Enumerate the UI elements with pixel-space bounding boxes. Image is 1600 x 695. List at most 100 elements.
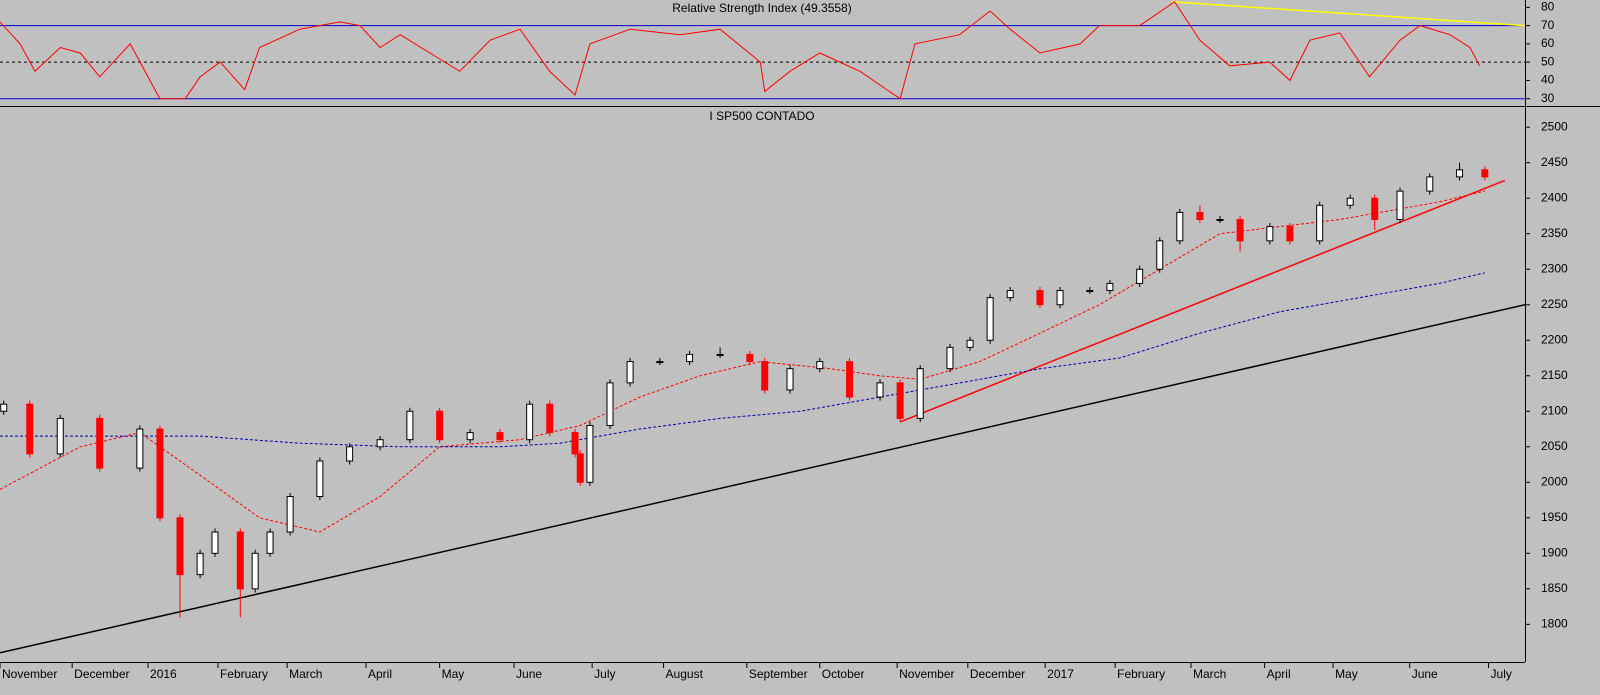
- candle-body: [346, 446, 354, 462]
- y-tick-label: 1800: [1541, 617, 1568, 631]
- y-tick-label: 2200: [1541, 332, 1568, 346]
- x-tick-label: October: [822, 667, 865, 681]
- candle-body: [466, 432, 474, 441]
- candle-body: [876, 382, 884, 398]
- y-tick-label: 2350: [1541, 226, 1568, 240]
- candle-body: [1006, 290, 1014, 299]
- x-tick-label: December: [74, 667, 129, 681]
- x-tick-label: September: [749, 667, 808, 681]
- y-tick-label: 2000: [1541, 474, 1568, 488]
- candle-body: [211, 531, 219, 554]
- candle-body: [1176, 211, 1184, 242]
- candle-body: [896, 382, 904, 419]
- candle-body: [496, 432, 504, 441]
- candle-body: [1106, 282, 1114, 292]
- candle-body: [816, 361, 824, 370]
- candle-body: [746, 353, 754, 363]
- candle-body: [1036, 290, 1044, 306]
- x-tick-label: April: [368, 667, 392, 681]
- candle-body: [1196, 211, 1204, 221]
- candle-body: [1316, 204, 1324, 242]
- x-tick-label: December: [970, 667, 1025, 681]
- x-tick-label: May: [442, 667, 465, 681]
- candle-body: [0, 403, 8, 412]
- candle-body: [1286, 226, 1294, 242]
- candle-body: [786, 368, 794, 391]
- candle-body: [1086, 290, 1094, 293]
- y-tick-label: 2100: [1541, 403, 1568, 417]
- candle-body: [196, 552, 204, 576]
- x-tick-label: July: [594, 667, 615, 681]
- candle-body: [1266, 226, 1274, 242]
- candle-body: [136, 428, 144, 469]
- y-tick-label: 2250: [1541, 297, 1568, 311]
- candle-body: [526, 403, 534, 441]
- candle-body: [236, 531, 244, 590]
- y-tick-label: 1850: [1541, 581, 1568, 595]
- y-tick-label: 2400: [1541, 190, 1568, 204]
- moving-average: [0, 272, 1485, 448]
- trend-line: [1171, 1, 1526, 27]
- candle-body: [576, 453, 584, 483]
- y-tick-label: 80: [1541, 0, 1555, 13]
- candle-body: [266, 531, 274, 554]
- x-tick-label: February: [220, 667, 268, 681]
- x-tick-label: June: [1412, 667, 1438, 681]
- x-tick-label: 2016: [150, 667, 177, 681]
- candle-body: [96, 417, 104, 469]
- candle-body: [1136, 268, 1144, 284]
- candle-body: [26, 403, 34, 455]
- candle-body: [571, 432, 579, 455]
- candle-body: [1371, 197, 1379, 221]
- y-tick-label: 70: [1541, 18, 1555, 32]
- candle-body: [316, 460, 324, 498]
- candle-body: [406, 410, 414, 441]
- y-tick-label: 1900: [1541, 546, 1568, 560]
- candle-body: [176, 517, 184, 576]
- candle-body: [1236, 219, 1244, 242]
- candle-body: [846, 361, 854, 398]
- x-tick-label: July: [1491, 667, 1512, 681]
- candle-body: [586, 424, 594, 483]
- candle-body: [606, 382, 614, 426]
- x-tick-label: 2017: [1047, 667, 1074, 681]
- candle-body: [1396, 190, 1404, 221]
- x-tick-label: May: [1335, 667, 1358, 681]
- trend-line: [899, 179, 1506, 423]
- x-tick-label: November: [899, 667, 954, 681]
- y-tick-label: 2450: [1541, 155, 1568, 169]
- candle-body: [716, 353, 724, 356]
- candle-body: [986, 297, 994, 341]
- candle-body: [626, 361, 634, 384]
- y-tick-label: 2500: [1541, 119, 1568, 133]
- y-tick-label: 30: [1541, 91, 1555, 105]
- trend-line: [0, 303, 1526, 654]
- x-tick-label: March: [289, 667, 322, 681]
- candle-body: [251, 552, 259, 590]
- x-tick-label: August: [666, 667, 704, 681]
- x-tick-label: November: [2, 667, 57, 681]
- candle-body: [656, 361, 664, 364]
- candle-body: [546, 403, 554, 434]
- x-tick-label: June: [516, 667, 542, 681]
- rsi-title: Relative Strength Index (49.3558): [672, 1, 851, 15]
- candle-body: [1156, 240, 1164, 270]
- candle-body: [761, 361, 769, 391]
- y-tick-label: 1950: [1541, 510, 1568, 524]
- y-tick-label: 40: [1541, 73, 1555, 87]
- y-tick-label: 2150: [1541, 368, 1568, 382]
- candle-body: [1481, 169, 1489, 178]
- candle-body: [56, 417, 64, 455]
- candle-body: [1426, 176, 1434, 192]
- candle-body: [966, 339, 974, 348]
- candle-body: [1346, 197, 1354, 206]
- y-tick-label: 2050: [1541, 439, 1568, 453]
- y-tick-label: 2300: [1541, 261, 1568, 275]
- candle-body: [376, 439, 384, 448]
- candle-body: [1216, 219, 1224, 222]
- price-title: I SP500 CONTADO: [709, 109, 814, 123]
- x-tick-label: March: [1193, 667, 1226, 681]
